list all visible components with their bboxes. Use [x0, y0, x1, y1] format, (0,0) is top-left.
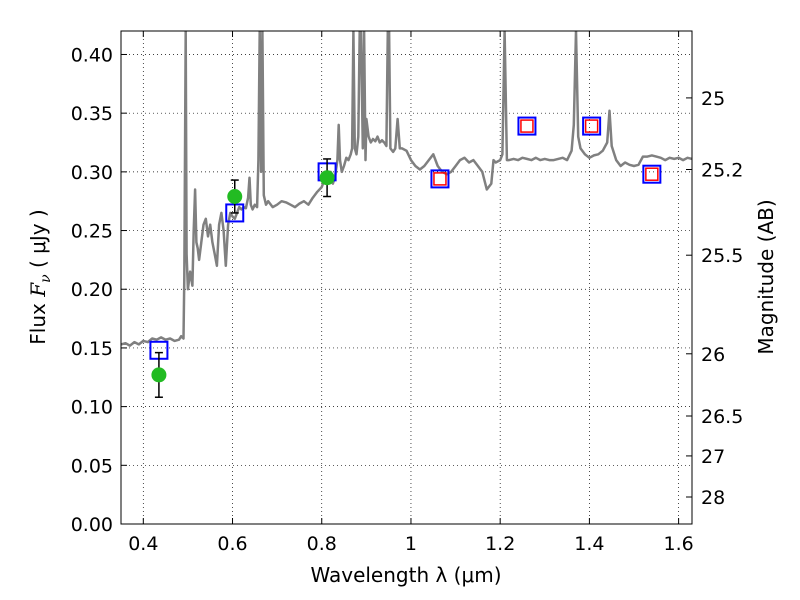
y-tick-label: 0.05 — [71, 455, 113, 477]
y2-tick-label: 26 — [701, 344, 725, 366]
y2-tick-label: 26.5 — [701, 406, 743, 428]
y2-tick-label: 25.2 — [701, 160, 743, 182]
x-tick-label: 0.6 — [217, 533, 247, 555]
y-axis-label-subscript: ν — [38, 274, 54, 283]
model-point-square — [517, 116, 537, 136]
observed-point-circle — [319, 170, 335, 186]
y-tick-label: 0.00 — [71, 514, 113, 536]
observed-point-square — [520, 119, 534, 133]
y2-tick-label: 28 — [701, 487, 725, 509]
y-tick-label: 0.25 — [71, 221, 113, 243]
y-tick-label: 0.15 — [71, 338, 113, 360]
observed-point-circle — [227, 189, 243, 205]
x-axis-label: Wavelength λ (μm) — [310, 563, 501, 587]
right-axis-label: Magnitude (AB) — [754, 199, 778, 354]
model-point-square — [642, 164, 662, 184]
model-point-square — [582, 116, 602, 136]
x-tick-label: 1 — [405, 533, 417, 555]
y2-tick-label: 25 — [701, 88, 725, 110]
y-tick-label: 0.30 — [71, 162, 113, 184]
observed-point-square — [584, 119, 599, 133]
observed-point-circle — [151, 367, 167, 383]
y-axis-label-prefix: Flux — [26, 297, 50, 345]
y-axis-label-unit: ( μJy ) — [26, 209, 50, 274]
y2-tick-label: 25.5 — [701, 245, 743, 267]
x-tick-label: 1.4 — [574, 533, 604, 555]
y-axis-label-symbol: F — [26, 282, 50, 298]
spectrum-line — [121, 31, 692, 347]
observed-point-square — [433, 172, 447, 186]
plot-background — [121, 31, 692, 524]
y-tick-label: 0.20 — [71, 279, 113, 301]
markers — [149, 116, 662, 398]
x-tick-label: 0.8 — [307, 533, 337, 555]
y-tick-label: 0.40 — [71, 44, 113, 66]
y-axis-label: Flux Fν ( μJy ) — [26, 209, 54, 344]
y-tick-label: 0.35 — [71, 103, 113, 125]
x-tick-label: 0.4 — [128, 533, 158, 555]
observed-point-square — [645, 167, 659, 181]
x-tick-label: 1.2 — [485, 533, 515, 555]
y2-tick-label: 27 — [701, 446, 725, 468]
plot-frame — [120, 30, 693, 525]
axis-ticks: 0.4 0.6 0.8 1 1.2 1.4 1.6 0.00 0.05 0.10 0.15 0.20 0… — [71, 31, 743, 555]
x-tick-label: 1.6 — [664, 533, 694, 555]
model-point-square — [430, 169, 450, 189]
y-tick-label: 0.10 — [71, 397, 113, 419]
plot-area — [121, 31, 692, 398]
